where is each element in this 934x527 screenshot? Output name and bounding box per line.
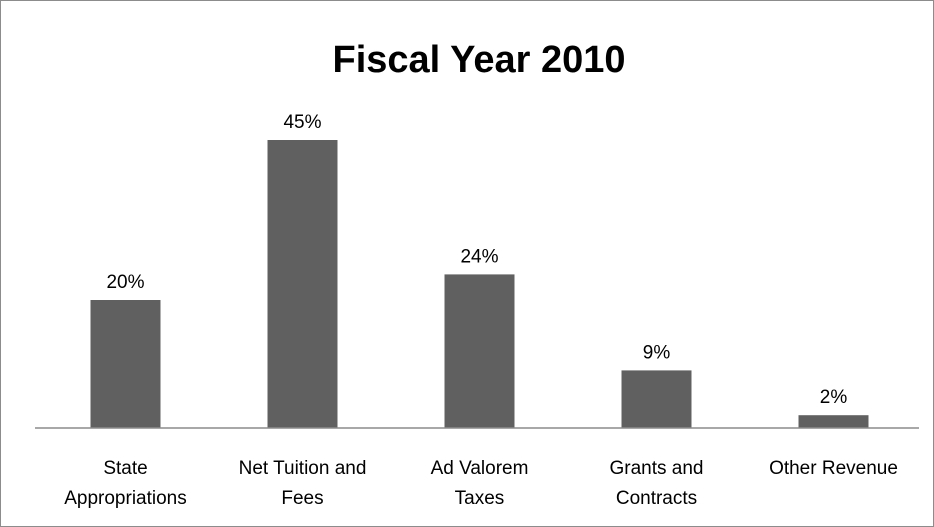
category-label: Contracts <box>616 488 697 509</box>
category-label: Grants and <box>610 458 704 479</box>
bar <box>267 140 338 428</box>
category-label: Appropriations <box>64 488 187 509</box>
category-label: Ad Valorem <box>431 458 529 479</box>
bars-layer <box>90 140 869 428</box>
bar <box>798 415 869 428</box>
category-label: Other Revenue <box>769 458 898 479</box>
data-label: 24% <box>460 246 498 267</box>
bar <box>621 370 692 428</box>
data-label: 45% <box>283 112 321 133</box>
category-label: Net Tuition and <box>239 458 367 479</box>
category-label: State <box>103 458 147 479</box>
chart-title: Fiscal Year 2010 <box>333 39 626 81</box>
data-label: 9% <box>643 342 671 363</box>
category-label: Taxes <box>455 488 505 509</box>
bar <box>90 300 161 428</box>
labels-layer: 20% State Appropriations 45% Net Tuition and… <box>64 112 898 509</box>
bar <box>444 274 515 428</box>
category-label: Fees <box>281 488 323 509</box>
data-label: 20% <box>106 272 144 293</box>
data-label: 2% <box>820 387 848 408</box>
